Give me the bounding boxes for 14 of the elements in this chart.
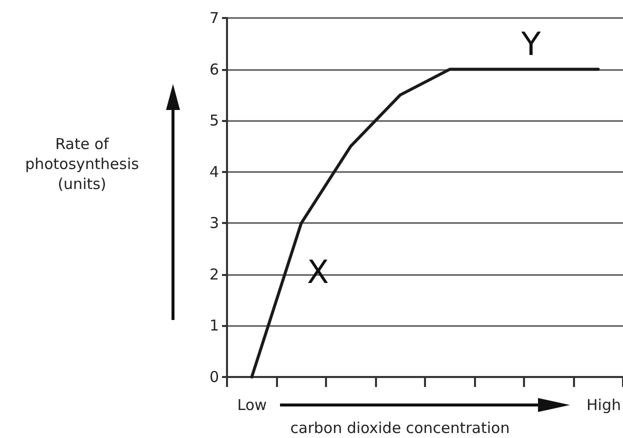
y-tick-label: 1 xyxy=(209,316,219,335)
line-series xyxy=(250,68,600,378)
y-axis-title: Rate of photosynthesis (units) xyxy=(25,135,140,193)
y-tick-label: 7 xyxy=(209,9,219,27)
text: High xyxy=(586,396,621,414)
y-tick-label: 5 xyxy=(209,112,219,130)
annotation: Y xyxy=(520,25,542,63)
y-tick-label: 2 xyxy=(209,265,219,284)
y-tick-label: 6 xyxy=(209,60,219,78)
x-axis-title: carbon dioxide concentration xyxy=(290,419,510,437)
y-tick-label: 3 xyxy=(209,214,219,232)
y-tick-label: 4 xyxy=(209,162,219,181)
y-tick-label: 0 xyxy=(209,368,219,386)
text: Low xyxy=(237,396,267,414)
